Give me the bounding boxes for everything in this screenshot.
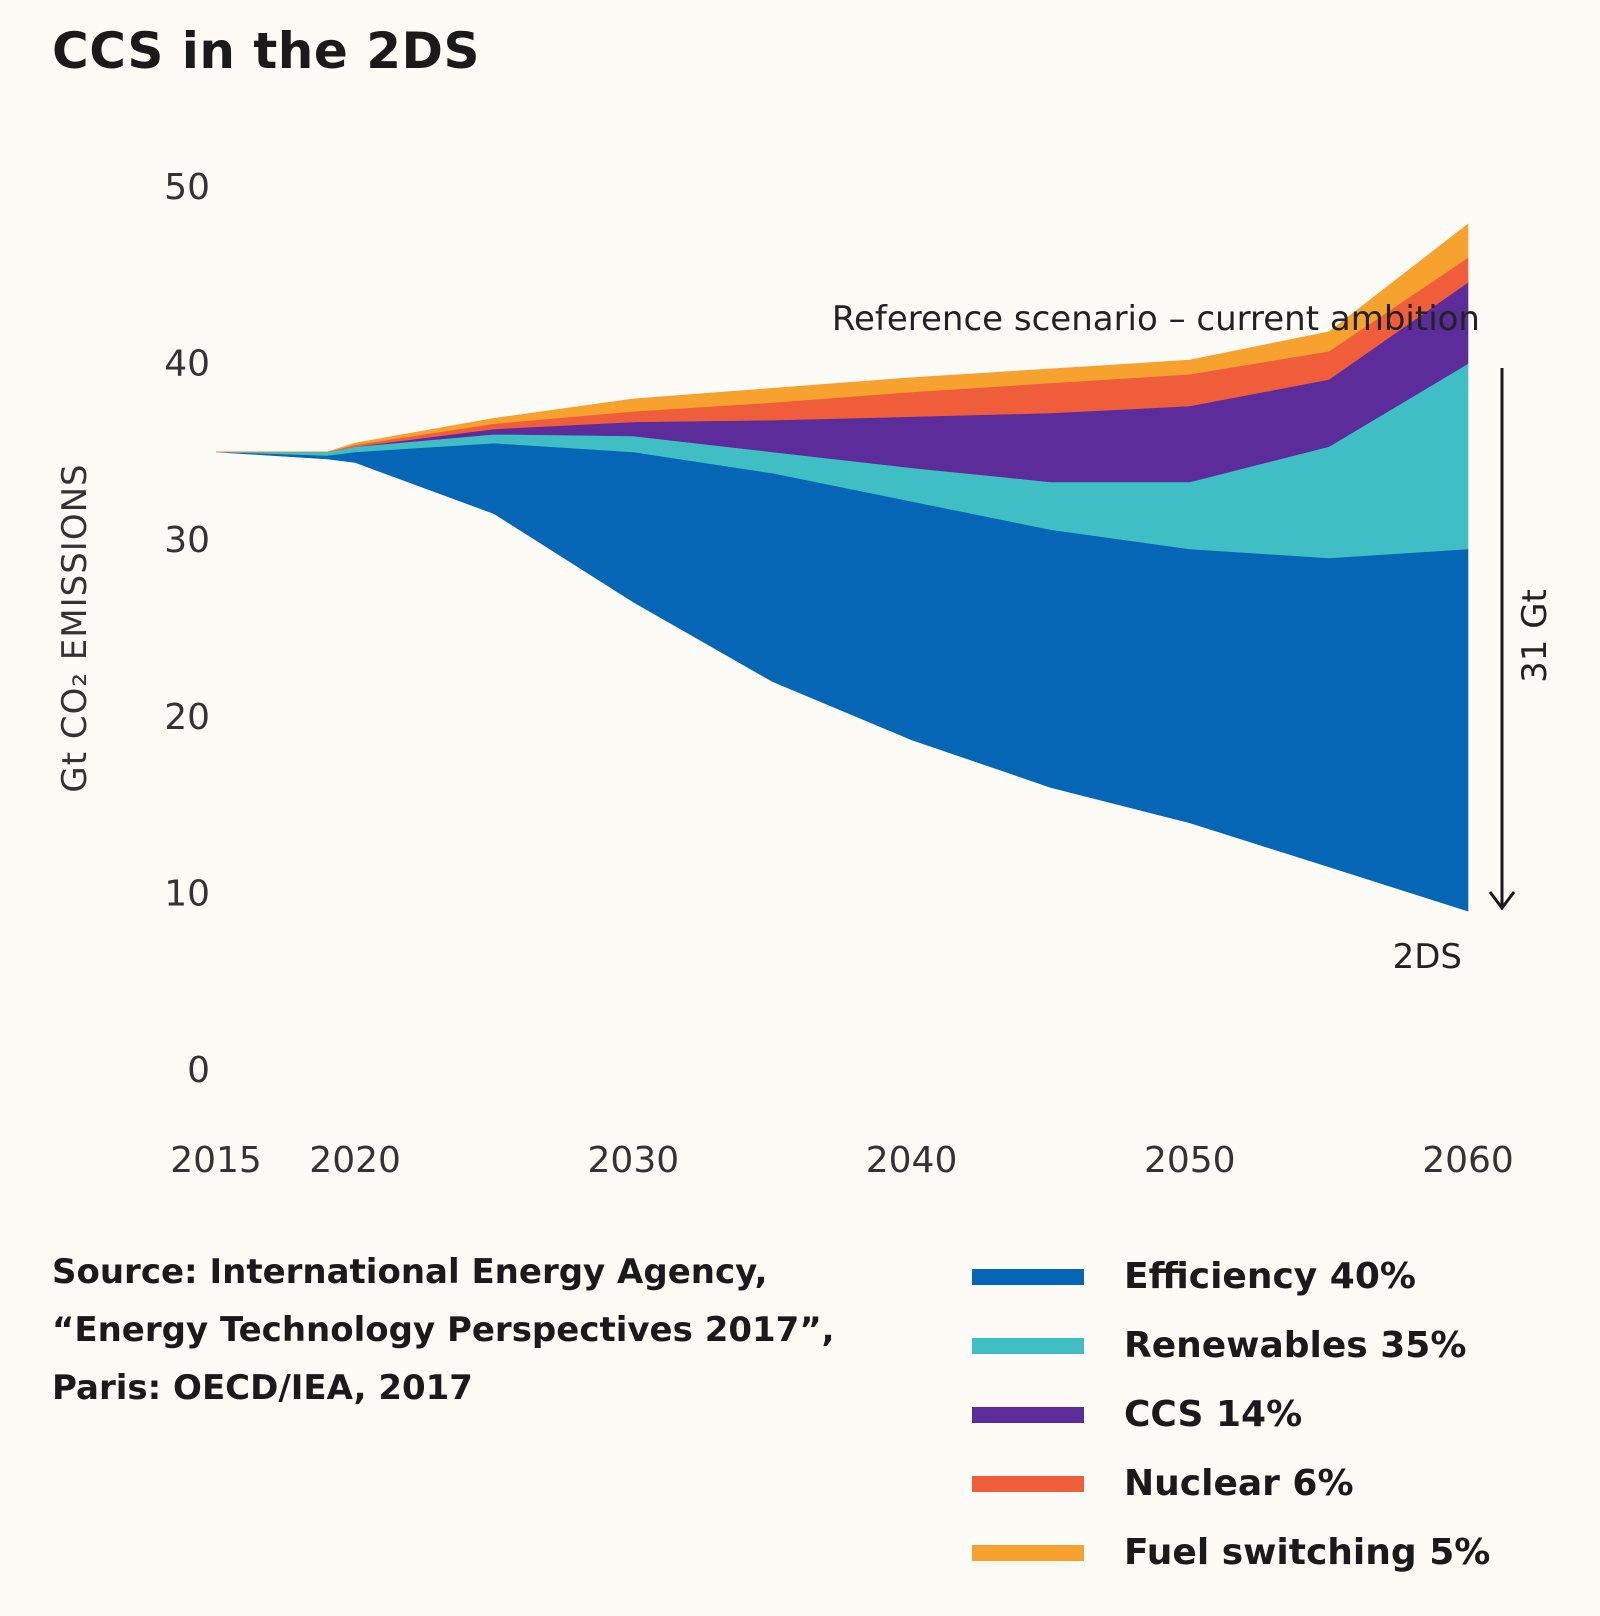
legend-swatch xyxy=(972,1544,1084,1561)
y-tick-50: 50 xyxy=(164,167,210,208)
scenario-2ds-label: 2DS xyxy=(1393,937,1462,977)
legend-item-renewables: Renewables 35% xyxy=(972,1311,1490,1380)
area-layers xyxy=(215,223,1469,912)
legend-label: Nuclear 6% xyxy=(1124,1463,1354,1504)
y-tick-40: 40 xyxy=(164,344,210,385)
x-tick-2040: 2040 xyxy=(866,1140,958,1181)
legend-label: Renewables 35% xyxy=(1124,1325,1467,1366)
x-tick-2050: 2050 xyxy=(1144,1140,1236,1181)
legend-label: CCS 14% xyxy=(1124,1394,1303,1435)
x-tick-2060: 2060 xyxy=(1422,1140,1514,1181)
y-tick-10: 10 xyxy=(164,873,210,914)
source-line-2: “Energy Technology Perspectives 2017”, xyxy=(52,1310,835,1350)
y-tick-20: 20 xyxy=(164,697,210,738)
legend-item-efficiency: Efficiency 40% xyxy=(972,1242,1490,1311)
area-fuel xyxy=(216,223,1469,453)
y-tick-30: 30 xyxy=(164,520,210,561)
legend-item-ccs: CCS 14% xyxy=(972,1380,1490,1449)
legend-label: Fuel switching 5% xyxy=(1124,1532,1491,1573)
legend-swatch xyxy=(972,1406,1084,1423)
x-tick-2020: 2020 xyxy=(309,1140,401,1181)
reference-scenario-label: Reference scenario – current ambition xyxy=(832,299,1480,339)
gap-31gt-label: 31 Gt xyxy=(1515,589,1555,683)
y-tick-0: 0 xyxy=(187,1050,210,1091)
x-tick-2030: 2030 xyxy=(588,1140,680,1181)
y-axis-ticks: 0 10 20 30 40 50 xyxy=(164,167,210,1091)
x-tick-2015: 2015 xyxy=(170,1140,262,1181)
chart-title: CCS in the 2DS xyxy=(52,22,480,80)
legend-item-nuclear: Nuclear 6% xyxy=(972,1449,1490,1518)
legend-label: Efficiency 40% xyxy=(1124,1256,1416,1297)
source-line-3: Paris: OECD/IEA, 2017 xyxy=(52,1368,473,1408)
legend-swatch xyxy=(972,1475,1084,1492)
legend-item-fuel: Fuel switching 5% xyxy=(972,1518,1490,1587)
legend-swatch xyxy=(972,1337,1084,1354)
legend-swatch xyxy=(972,1268,1084,1285)
x-axis-ticks: 2015 2020 2030 2040 2050 2060 xyxy=(170,1140,1514,1181)
gap-arrow-head-icon xyxy=(1488,891,1516,911)
legend: Efficiency 40% Renewables 35% CCS 14% Nucle… xyxy=(972,1242,1490,1587)
source-line-1: Source: International Energy Agency, xyxy=(52,1252,768,1292)
y-axis-label: Gt CO₂ EMISSIONS xyxy=(55,463,95,792)
source-note: Source: International Energy Agency, “En… xyxy=(52,1243,932,1417)
